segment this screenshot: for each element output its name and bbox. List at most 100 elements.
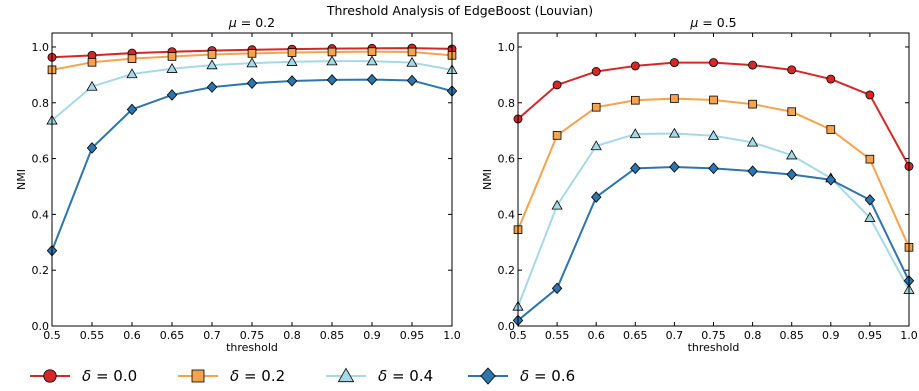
- data-point: [668, 127, 681, 138]
- data-point: [707, 129, 720, 140]
- y-tick-label: 0.4: [498, 208, 516, 221]
- x-tick-label: 0.75: [701, 329, 726, 342]
- data-point: [86, 80, 98, 91]
- data-point: [127, 54, 137, 63]
- data-point: [87, 58, 97, 67]
- data-point: [326, 74, 338, 86]
- data-point: [552, 80, 562, 90]
- data-point: [326, 55, 338, 66]
- data-point: [86, 142, 98, 154]
- data-point: [787, 107, 796, 116]
- legend: δ = 0.0 δ = 0.2 δ = 0.4 δ = 0.6: [30, 367, 575, 385]
- x-tick-label: 0.6: [123, 329, 141, 342]
- x-tick-label: 0.8: [283, 329, 301, 342]
- x-tick-label: 0.75: [240, 329, 265, 342]
- series-line-3: [517, 165, 910, 322]
- x-tick-label: 0.8: [744, 329, 762, 342]
- y-tick-label: 1.0: [498, 41, 516, 54]
- data-point: [826, 74, 836, 84]
- legend-item-2: δ = 0.4: [326, 367, 433, 385]
- y-tick-label: 1.0: [32, 41, 50, 54]
- data-point: [246, 57, 258, 68]
- data-point: [748, 60, 758, 70]
- data-point: [865, 154, 875, 164]
- data-point: [670, 94, 679, 103]
- data-point: [709, 58, 718, 68]
- data-point: [708, 162, 719, 175]
- x-tick-label: 1.0: [443, 329, 461, 342]
- data-point: [552, 131, 562, 140]
- y-tick-label: 0.8: [32, 97, 50, 110]
- subplot-mu-0-5: μ = 0.5 0.5 0.55 0.6 0.65 0.7 0.75 0.8 0.85 0.9 0.…: [481, 15, 918, 354]
- axes-frame: [51, 32, 453, 327]
- data-point: [206, 59, 218, 70]
- series-line-0: [517, 61, 910, 167]
- y-axis-label: NMI: [481, 169, 494, 190]
- x-tick-label: 0.95: [858, 329, 883, 342]
- subplot-title: μ = 0.2: [228, 15, 275, 30]
- data-point: [246, 77, 258, 90]
- y-tick-label: 0.0: [498, 320, 516, 333]
- x-tick-label: 1.0: [900, 329, 918, 342]
- data-point: [247, 49, 257, 58]
- data-point: [631, 95, 640, 105]
- data-point: [366, 73, 378, 86]
- y-tick-label: 0.2: [498, 264, 516, 277]
- data-point: [206, 81, 218, 93]
- data-point: [864, 194, 876, 206]
- data-point: [630, 61, 640, 71]
- legend-label: δ = 0.4: [378, 367, 433, 385]
- data-point: [406, 56, 418, 67]
- x-tick-label: 0.9: [822, 329, 840, 342]
- data-point: [286, 75, 298, 87]
- legend-marker: [337, 367, 355, 383]
- data-point: [366, 55, 378, 66]
- x-axis-label: threshold: [226, 341, 278, 354]
- y-tick-label: 0.2: [32, 264, 50, 277]
- legend-item-0: δ = 0.0: [30, 367, 137, 385]
- data-point: [747, 165, 758, 177]
- data-point: [591, 102, 601, 112]
- plot-area: [512, 58, 915, 327]
- data-point: [590, 191, 602, 203]
- axes-frame: [517, 32, 910, 327]
- data-point: [407, 47, 417, 57]
- data-point: [629, 128, 641, 139]
- data-point: [786, 168, 797, 181]
- y-tick-label: 0.6: [32, 153, 50, 166]
- x-tick-label: 0.85: [779, 329, 804, 342]
- data-point: [126, 103, 138, 116]
- data-point: [590, 140, 602, 151]
- data-point: [406, 74, 418, 87]
- data-point: [825, 173, 837, 186]
- legend-marker: [191, 369, 205, 383]
- data-point: [864, 211, 876, 222]
- y-tick-label: 0.8: [498, 97, 516, 110]
- x-tick-label: 0.5: [509, 329, 527, 342]
- data-point: [367, 47, 377, 56]
- data-point: [787, 65, 797, 75]
- data-point: [786, 149, 798, 160]
- legend-marker: [480, 367, 496, 385]
- series-line-3: [51, 78, 453, 252]
- data-point: [709, 95, 718, 105]
- data-point: [746, 136, 759, 147]
- data-point: [630, 162, 641, 175]
- x-tick-label: 0.9: [363, 329, 381, 342]
- x-tick-label: 0.55: [80, 329, 105, 342]
- data-point: [126, 68, 138, 79]
- x-tick-label: 0.65: [160, 329, 185, 342]
- subplot-title: μ = 0.5: [689, 15, 736, 30]
- data-point: [748, 99, 757, 109]
- legend-item-3: δ = 0.6: [468, 367, 575, 385]
- y-tick-label: 0.0: [32, 320, 50, 333]
- data-point: [327, 47, 337, 57]
- x-tick-label: 0.5: [43, 329, 61, 342]
- y-axis-label: NMI: [15, 169, 28, 190]
- data-point: [551, 282, 563, 295]
- y-tick-label: 0.4: [32, 208, 50, 221]
- data-point: [669, 161, 680, 173]
- data-point: [166, 62, 178, 73]
- legend-label: δ = 0.0: [82, 367, 137, 385]
